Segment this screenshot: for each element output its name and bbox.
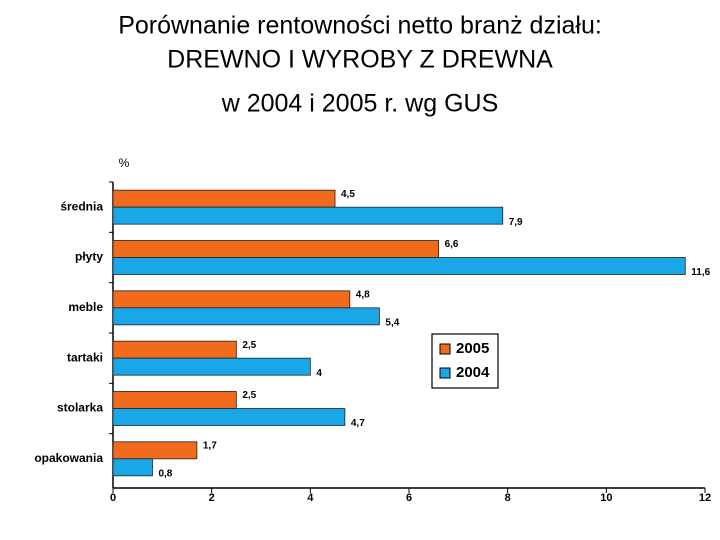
bar bbox=[112, 340, 237, 359]
bar bbox=[112, 408, 346, 426]
y-tick-label: stolarka bbox=[57, 401, 103, 415]
chart-title: Porównanie rentowności netto branż dział… bbox=[118, 12, 602, 40]
legend-swatch bbox=[439, 367, 451, 379]
bar bbox=[112, 240, 440, 258]
value-label: 6,6 bbox=[445, 239, 459, 250]
y-tick-label: tartaki bbox=[67, 350, 103, 364]
x-tick-label: 8 bbox=[505, 492, 511, 504]
x-tick-label: 12 bbox=[699, 492, 711, 504]
bar bbox=[112, 441, 198, 460]
value-label: 4 bbox=[316, 368, 322, 379]
y-tick-label: opakowania bbox=[34, 451, 103, 465]
legend-box bbox=[431, 333, 499, 389]
value-label: 4,7 bbox=[351, 418, 365, 429]
y-tick-label: płyty bbox=[75, 250, 103, 264]
axis-label: % bbox=[119, 156, 130, 170]
bar bbox=[112, 391, 237, 409]
value-label: 11,6 bbox=[691, 267, 710, 278]
legend-swatch bbox=[439, 343, 451, 355]
value-label: 4,5 bbox=[341, 189, 355, 200]
x-tick-label: 2 bbox=[209, 492, 215, 504]
legend-label: 2004 bbox=[456, 364, 490, 381]
value-label: 2,5 bbox=[242, 340, 256, 351]
value-label: 7,9 bbox=[509, 217, 523, 228]
x-tick-label: 0 bbox=[110, 492, 116, 504]
bar bbox=[112, 290, 351, 309]
bar bbox=[112, 257, 686, 275]
value-label: 0,8 bbox=[158, 468, 172, 479]
bar bbox=[112, 189, 336, 208]
x-tick-label: 4 bbox=[307, 492, 314, 504]
bar bbox=[112, 307, 380, 326]
x-tick-label: 6 bbox=[406, 492, 412, 504]
value-label: 1,7 bbox=[203, 440, 217, 451]
value-label: 4,8 bbox=[356, 289, 370, 300]
value-label: 2,5 bbox=[242, 390, 256, 401]
bar bbox=[112, 458, 153, 477]
chart-subtitle: w 2004 i 2005 r. wg GUS bbox=[221, 90, 499, 118]
legend-label: 2005 bbox=[456, 340, 489, 357]
chart-title: DREWNO I WYROBY Z DREWNA bbox=[167, 46, 553, 74]
bar bbox=[112, 357, 311, 376]
y-tick-label: średnia bbox=[60, 199, 103, 213]
x-tick-label: 10 bbox=[600, 492, 612, 504]
value-label: 5,4 bbox=[385, 317, 399, 328]
y-tick-label: meble bbox=[68, 300, 103, 314]
bar bbox=[112, 206, 504, 225]
